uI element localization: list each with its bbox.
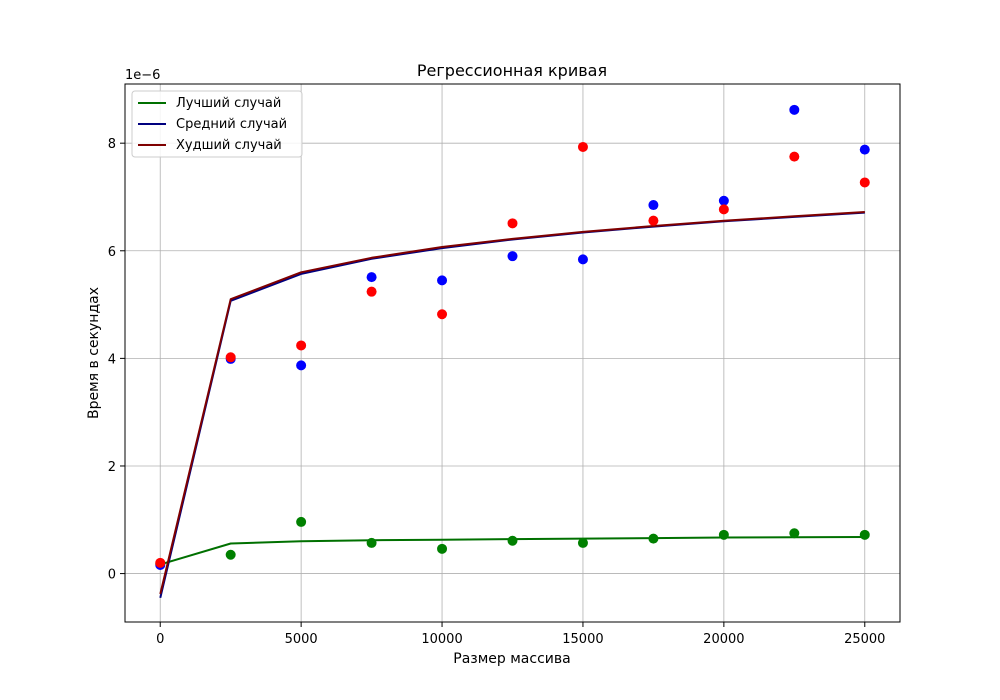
data-point-average (648, 200, 659, 211)
x-tick-label: 20000 (703, 632, 744, 647)
x-tick-label: 5000 (285, 632, 318, 647)
data-point-average (366, 272, 377, 283)
data-point-worst (155, 557, 166, 568)
data-point-average (296, 360, 307, 371)
data-point-average (507, 251, 518, 262)
y-offset-label: 1e−6 (125, 68, 160, 83)
data-point-worst (437, 309, 448, 320)
data-point-worst (225, 352, 236, 363)
y-tick-label: 8 (108, 137, 116, 152)
data-point-best (718, 529, 729, 540)
data-point-worst (648, 215, 659, 226)
data-point-worst (859, 177, 870, 188)
x-tick-label: 0 (156, 632, 164, 647)
x-axis-label: Размер массива (453, 651, 570, 667)
y-tick-label: 4 (108, 352, 116, 367)
legend-frame (131, 90, 303, 158)
data-point-best (437, 543, 448, 554)
data-point-average (789, 104, 800, 115)
y-tick-label: 2 (108, 460, 116, 475)
data-point-worst (789, 151, 800, 162)
data-point-best (859, 529, 870, 540)
grid (125, 84, 900, 622)
data-point-best (225, 549, 236, 560)
chart-title: Регрессионная кривая (417, 61, 607, 80)
legend-label-average: Средний случай (176, 117, 287, 132)
data-point-best (789, 528, 800, 539)
data-point-best (366, 537, 377, 548)
x-tick-label: 25000 (844, 632, 885, 647)
legend-label-worst: Худший случай (176, 138, 282, 153)
data-point-worst (577, 141, 588, 152)
data-point-worst (507, 218, 518, 229)
x-tick-label: 15000 (562, 632, 603, 647)
data-point-average (859, 144, 870, 155)
axis-ticks: 0 5000 10000 15000 20000 25000 0 2 4 6 8 (108, 137, 886, 647)
y-axis-label: Время в секундах (86, 287, 102, 419)
data-point-worst (718, 204, 729, 215)
data-point-worst (366, 286, 377, 297)
y-tick-label: 0 (108, 568, 116, 583)
data-point-average (718, 195, 729, 206)
series-layer (155, 104, 870, 599)
data-point-best (507, 535, 518, 546)
legend: Лучший случай Средний случай Худший случ… (131, 90, 303, 158)
data-point-average (437, 275, 448, 286)
plot-frame (124, 83, 901, 623)
regression-line-worst (159, 211, 865, 595)
x-tick-label: 10000 (421, 632, 462, 647)
data-point-worst (296, 340, 307, 351)
legend-label-best: Лучший случай (176, 96, 281, 111)
y-tick-label: 6 (108, 245, 116, 260)
data-point-best (577, 537, 588, 548)
data-point-best (648, 533, 659, 544)
data-point-best (296, 516, 307, 527)
data-point-average (577, 254, 588, 265)
